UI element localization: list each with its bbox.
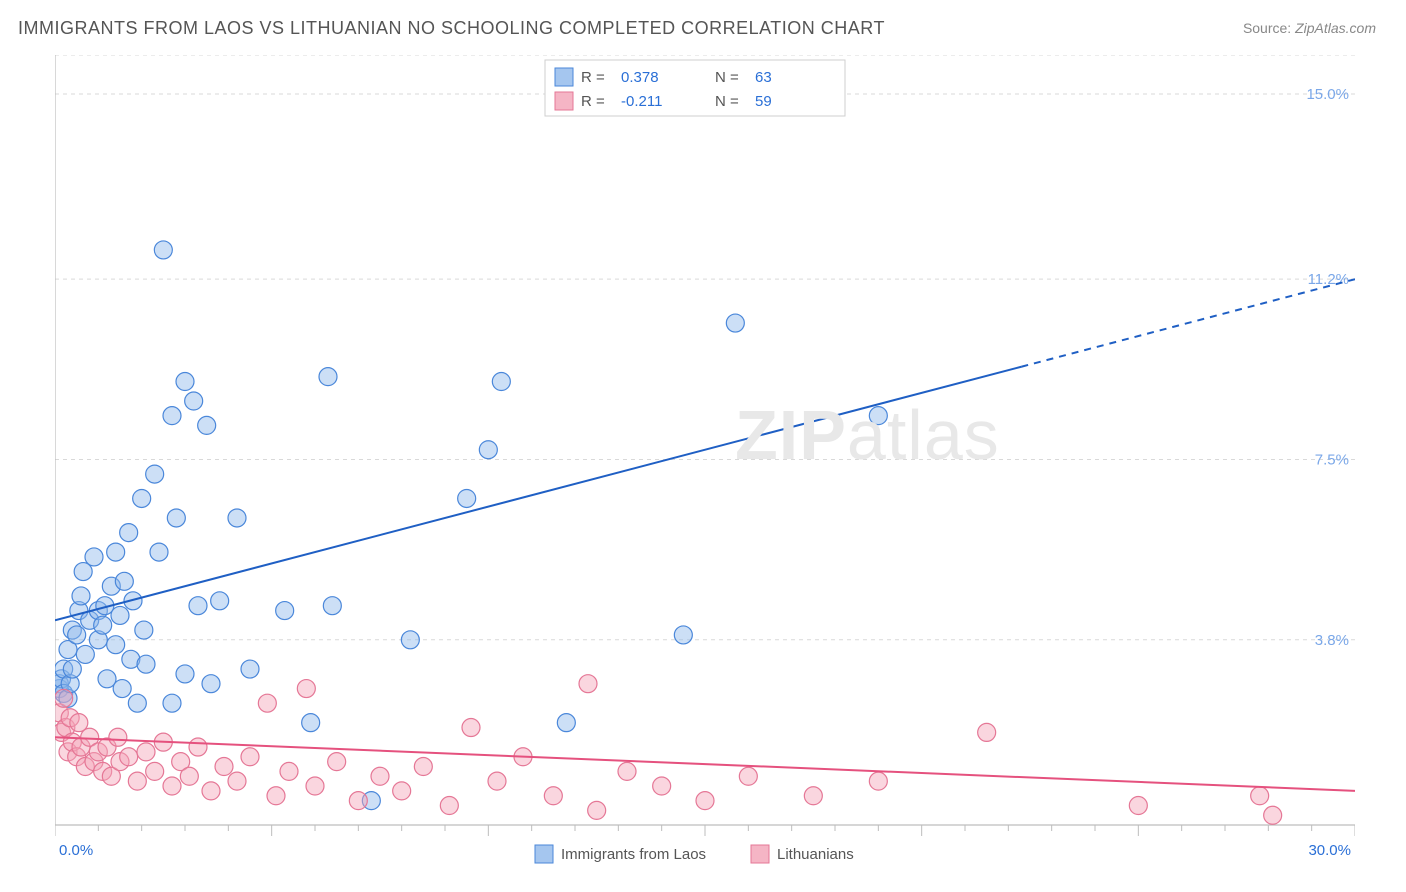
svg-text:N =: N = xyxy=(715,69,739,86)
svg-text:R =: R = xyxy=(581,93,605,110)
svg-text:63: 63 xyxy=(755,69,772,86)
scatter-chart: 3.8%7.5%11.2%15.0%0.0%30.0%No Schooling … xyxy=(55,55,1355,845)
svg-text:N =: N = xyxy=(715,93,739,110)
chart-svg: 3.8%7.5%11.2%15.0%0.0%30.0%No Schooling … xyxy=(55,55,1355,875)
svg-text:3.8%: 3.8% xyxy=(1315,632,1349,649)
svg-text:15.0%: 15.0% xyxy=(1306,86,1349,103)
svg-text:-0.211: -0.211 xyxy=(621,93,662,110)
svg-text:59: 59 xyxy=(755,93,772,110)
source-value: ZipAtlas.com xyxy=(1295,20,1376,36)
svg-text:Lithuanians: Lithuanians xyxy=(777,846,854,863)
svg-text:7.5%: 7.5% xyxy=(1315,451,1349,468)
source-label: Source: xyxy=(1243,20,1291,36)
svg-text:0.378: 0.378 xyxy=(621,69,659,86)
svg-text:0.0%: 0.0% xyxy=(59,842,93,859)
svg-text:Immigrants from Laos: Immigrants from Laos xyxy=(561,846,706,863)
svg-text:R =: R = xyxy=(581,69,605,86)
svg-text:30.0%: 30.0% xyxy=(1308,842,1351,859)
source-attribution: Source: ZipAtlas.com xyxy=(1243,20,1376,36)
chart-title: IMMIGRANTS FROM LAOS VS LITHUANIAN NO SC… xyxy=(18,18,885,39)
